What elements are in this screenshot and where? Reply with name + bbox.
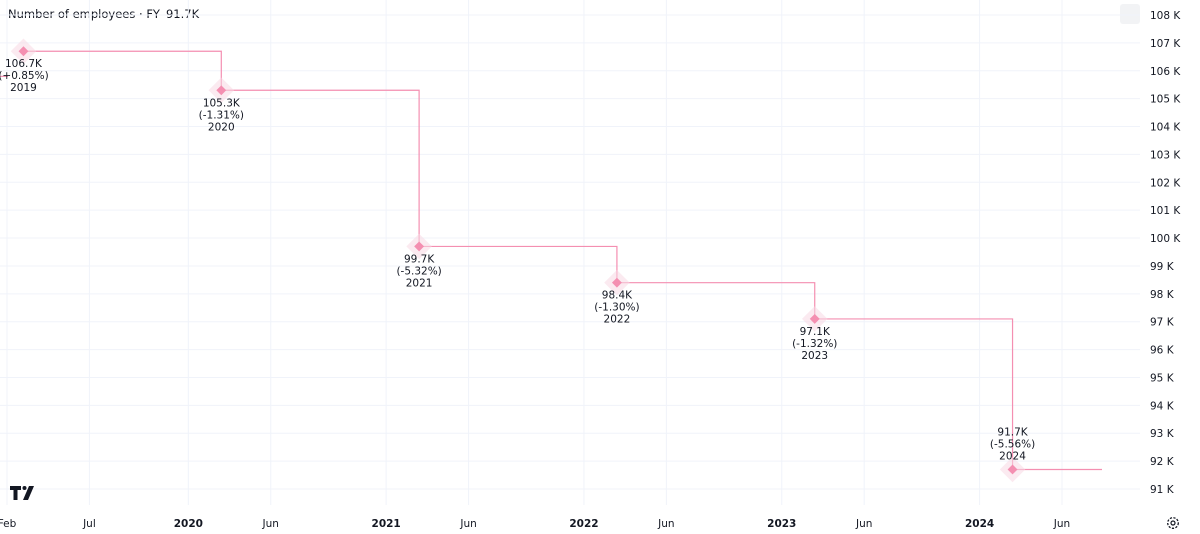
series-step-line	[23, 50, 1102, 471]
data-label-year: 2024	[999, 450, 1026, 462]
x-tick-label: 2022	[569, 518, 598, 530]
data-label-year: 2019	[10, 82, 37, 94]
y-tick-label: 103 K	[1150, 149, 1181, 161]
data-point	[414, 241, 425, 252]
y-tick-label: 97 K	[1150, 317, 1175, 329]
y-tick-label: 93 K	[1150, 428, 1175, 440]
data-label-year: 2022	[604, 314, 631, 326]
y-tick-label: 96 K	[1150, 345, 1175, 357]
y-tick-label: 104 K	[1150, 122, 1181, 134]
gear-icon[interactable]	[1166, 516, 1180, 530]
data-label-year: 2021	[406, 277, 433, 289]
data-label-change: (-1.30%)	[594, 302, 639, 314]
x-tick-label: Jun	[657, 518, 674, 530]
y-tick-label: 106 K	[1150, 66, 1181, 78]
data-label-value: 105.3K	[203, 97, 241, 109]
x-tick-label: 2023	[767, 518, 796, 530]
x-tick-label: Jul	[82, 518, 96, 530]
data-label-change: (-1.32%)	[792, 338, 837, 350]
data-labels: 106.7K(+0.85%)2019 105.3K(-1.31%)2020 99.7…	[0, 58, 1035, 462]
y-tick-label: 92 K	[1150, 456, 1175, 468]
settings-square-icon[interactable]	[1120, 4, 1140, 24]
data-label-value: 98.4K	[602, 290, 633, 302]
data-label-year: 2020	[208, 121, 235, 133]
x-tick-label: Jun	[459, 518, 476, 530]
data-label-year: 2023	[801, 350, 828, 362]
y-tick-label: 98 K	[1150, 289, 1175, 301]
data-point	[18, 46, 29, 57]
series-line	[0, 50, 1102, 471]
grid	[0, 0, 1140, 505]
y-tick-label: 91 K	[1150, 484, 1175, 496]
data-points	[10, 38, 1026, 483]
y-tick-label: 107 K	[1150, 38, 1181, 50]
y-tick-label: 94 K	[1150, 400, 1175, 412]
y-tick-label: 105 K	[1150, 94, 1181, 106]
x-tick-label: 2020	[174, 518, 203, 530]
x-tick-label: Jun	[262, 518, 279, 530]
y-tick-label: 99 K	[1150, 261, 1175, 273]
legend-label: Number of employees · FY	[8, 7, 160, 21]
y-tick-label: 100 K	[1150, 233, 1181, 245]
data-point	[1007, 464, 1018, 475]
data-point	[216, 85, 227, 96]
x-tick-label: Jun	[1053, 518, 1070, 530]
x-tick-label: Jun	[855, 518, 872, 530]
chart-legend: Number of employees · FY 91.7K	[8, 7, 199, 21]
data-label-change: (-5.32%)	[396, 265, 441, 277]
x-tick-label: 2024	[965, 518, 994, 530]
data-point	[611, 277, 622, 288]
data-label-change: (+0.85%)	[0, 70, 49, 82]
y-tick-label: 95 K	[1150, 372, 1175, 384]
data-label-value: 99.7K	[404, 253, 435, 265]
legend-value: 91.7K	[165, 7, 200, 21]
y-tick-label: 102 K	[1150, 177, 1181, 189]
x-tick-label: 2021	[372, 518, 401, 530]
data-label-change: (-5.56%)	[990, 438, 1035, 450]
data-label-change: (-1.31%)	[199, 109, 244, 121]
data-label-value: 97.1K	[800, 326, 831, 338]
data-label-value: 106.7K	[5, 58, 43, 70]
y-tick-label: 101 K	[1150, 205, 1181, 217]
x-tick-label: Feb	[0, 518, 17, 530]
data-point	[809, 313, 820, 324]
data-label-value: 91.7K	[997, 426, 1028, 438]
tradingview-logo-icon[interactable]	[10, 486, 38, 500]
y-tick-label: 108 K	[1150, 10, 1181, 22]
y-axis: 91 K 92 K 93 K 94 K 95 K 96 K 97 K 98 K 99 K 100 …	[1150, 10, 1181, 496]
x-axis: Feb Jul 2020 Jun 2021 Jun 2022 Jun 2023 Jun 2024 Ju…	[0, 518, 1070, 530]
